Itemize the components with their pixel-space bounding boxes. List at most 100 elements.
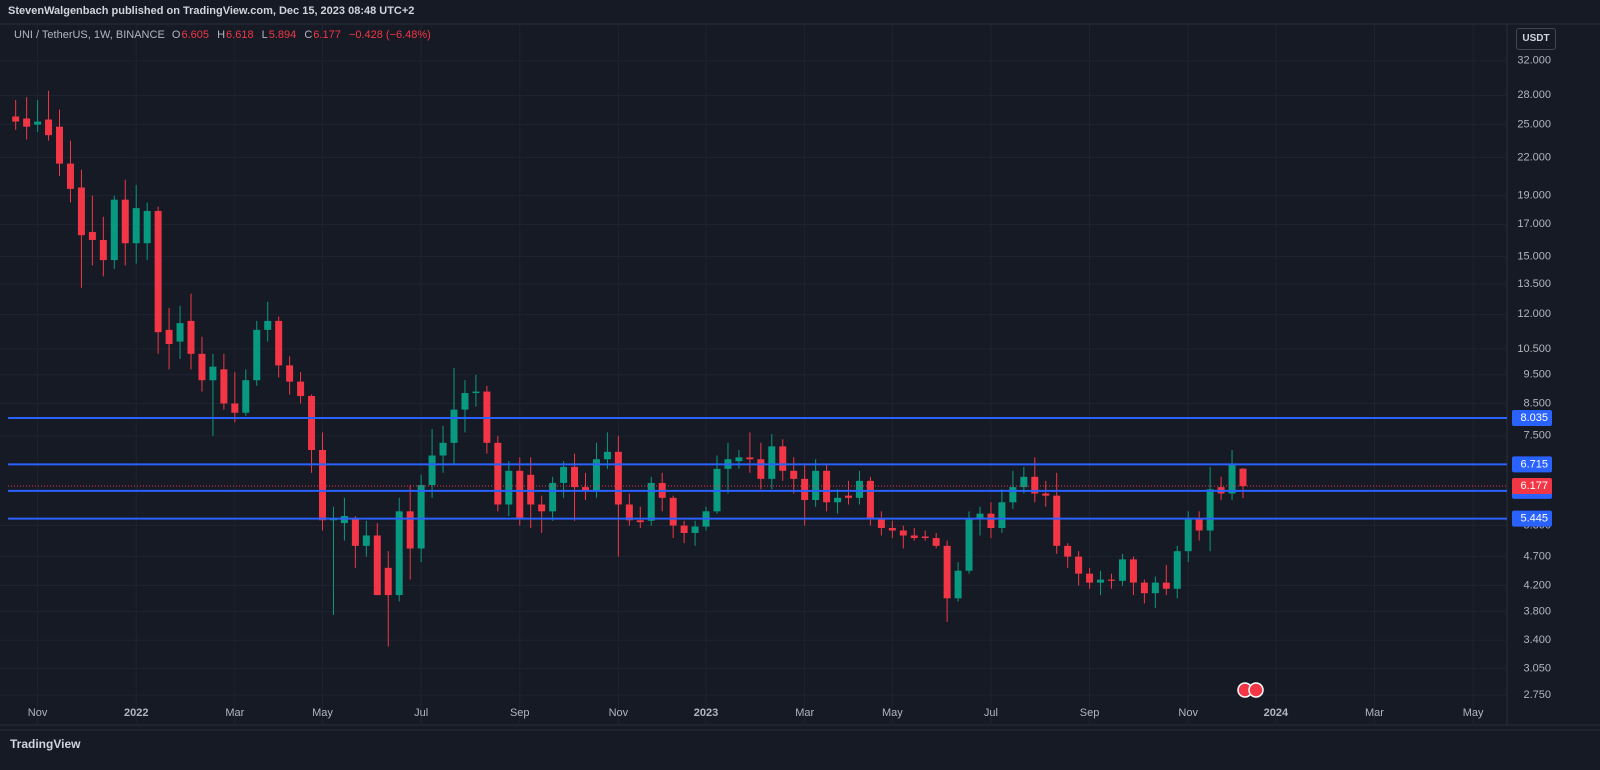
candle-body [790,470,798,479]
x-tick-label: May [882,707,903,719]
candle-body [253,329,261,381]
candle-body [121,199,129,244]
candle-body [735,457,743,462]
x-tick-label: Nov [1178,707,1198,719]
candle-body [461,393,469,410]
y-tick-label: 12.000 [1517,308,1551,320]
ohlc-label: H [217,29,226,41]
level-label: 8.035 [1520,412,1548,424]
candle-body [987,513,995,529]
candle-body [1239,468,1247,486]
candle-body [99,239,107,261]
level-label: 5.445 [1520,512,1548,524]
candle-body [834,497,842,503]
candle-body [965,518,973,571]
candle-body [1129,559,1137,583]
candle-body [757,459,765,479]
candle-body [1206,489,1214,531]
candle-body [823,470,831,503]
candle-body [625,504,633,521]
candle-body [1064,545,1072,557]
candle-body [231,403,239,413]
candle-body [45,119,53,136]
candle-body [450,409,458,443]
candle-body [614,451,622,505]
x-tick-label: 2023 [694,707,718,719]
y-tick-label: 17.000 [1517,218,1551,230]
y-tick-label: 13.500 [1517,278,1551,290]
candle-body [77,187,85,236]
candle-body [976,513,984,519]
candle-body [176,323,184,342]
candle-body [242,380,250,413]
y-tick-label: 4.700 [1523,551,1551,563]
candle-body [1031,476,1039,494]
ohlc-value: 5.894 [268,29,297,41]
y-tick-label: 32.000 [1517,55,1551,67]
event-icon[interactable] [1248,682,1264,698]
candle-body [932,538,940,546]
candle-body [910,535,918,539]
x-tick-label: Jul [984,707,998,719]
y-tick-label: 2.750 [1523,689,1551,701]
x-tick-label: Sep [1080,707,1100,719]
candle-body [23,118,31,127]
candle-body [110,199,118,261]
level-label: 6.715 [1520,458,1548,470]
candle-body [406,511,414,549]
candle-body [888,528,896,531]
event-icons[interactable] [1237,682,1264,698]
candle-body [877,518,885,529]
candle-body [417,485,425,549]
candle-body [494,442,502,505]
y-tick-label: 10.500 [1517,343,1551,355]
candle-body [855,480,863,498]
x-tick-label: 2024 [1264,707,1289,719]
x-tick-label: 2022 [124,707,148,719]
candle-body [439,442,447,456]
candle-body [373,535,381,596]
candle-body [428,455,436,486]
candle-body [801,478,809,501]
candle-body [527,474,535,505]
symbol: UNI / TetherUS, 1W, BINANCE [14,29,165,41]
x-tick-label: Sep [510,707,530,719]
candle-body [636,520,644,523]
candle-body [1118,559,1126,581]
currency-button[interactable]: USDT [1516,28,1556,50]
ohlc-label: C [304,29,313,41]
candle-body [34,121,42,125]
candle-body [998,502,1006,529]
brand[interactable]: TradingView [10,737,81,751]
candle-body [220,369,228,404]
candle-body [921,536,929,539]
candle-body [899,530,907,536]
candle-body [12,116,20,122]
candle-body [812,470,820,501]
candle-body [592,459,600,492]
candle-body [187,320,195,354]
candle-body [779,446,787,471]
candle-body [1228,464,1236,494]
candle-body [1020,476,1028,488]
candle-body [132,208,140,244]
candle-body [1108,579,1116,581]
y-tick-label: 4.200 [1523,580,1551,592]
change: −0.428 (−6.48%) [348,29,431,41]
candle-body [165,329,173,344]
ohlc-value: 6.177 [313,29,341,41]
candle-body [351,518,359,546]
candle-body [1042,493,1050,496]
y-tick-label: 3.800 [1523,605,1551,617]
y-tick-label: 15.000 [1517,251,1551,263]
candle-body [362,535,370,546]
candle-body [582,487,590,492]
candle-body [1075,556,1083,574]
candle-body [286,365,294,382]
candle-body [845,495,853,498]
candle-body [943,545,951,599]
candle-body [560,466,568,483]
y-tick-label: 3.050 [1523,662,1551,674]
candle-body [319,449,327,521]
candle-body [549,482,557,512]
